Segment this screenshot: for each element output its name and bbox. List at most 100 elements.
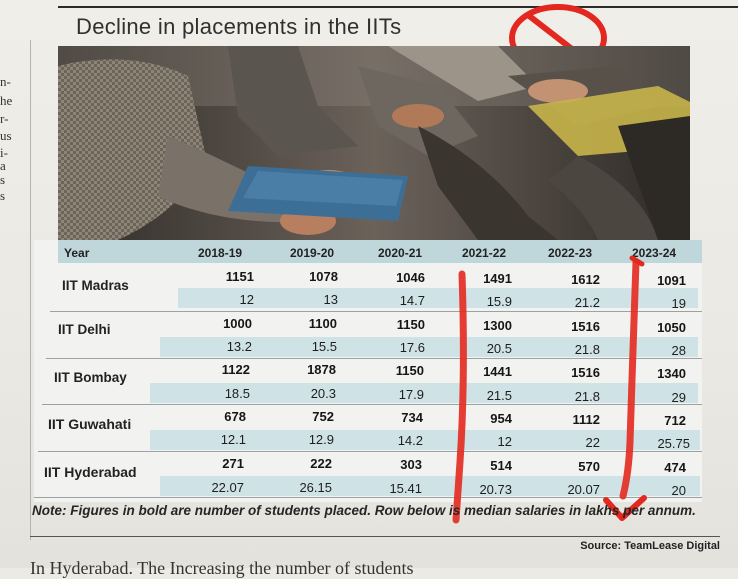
side-fragment: r- bbox=[0, 111, 9, 126]
cell-placed: 1150 bbox=[396, 317, 425, 332]
cell-placed: 474 bbox=[664, 460, 686, 475]
cell-placed: 1300 bbox=[483, 318, 512, 333]
cell-placed: 1091 bbox=[657, 273, 686, 288]
red-arrow-annotation bbox=[452, 255, 647, 524]
cell-median: 17.6 bbox=[399, 340, 425, 355]
cell-placed: 954 bbox=[490, 411, 512, 426]
cell-median: 20.07 bbox=[567, 482, 600, 497]
cell-median: 19 bbox=[671, 296, 686, 311]
cell-placed: 1516 bbox=[571, 319, 600, 334]
cell-median: 14.2 bbox=[397, 433, 423, 448]
cell-placed: 271 bbox=[222, 456, 244, 471]
cell-median: 13.2 bbox=[226, 339, 252, 354]
article-title: Decline in placements in the IITs bbox=[76, 14, 402, 39]
column-header: 2019-20 bbox=[290, 246, 335, 260]
meeting-photo bbox=[58, 46, 690, 240]
cell-median: 20.3 bbox=[310, 386, 336, 401]
cell-placed: 570 bbox=[578, 459, 600, 474]
row-divider bbox=[46, 358, 702, 359]
side-fragment: i- bbox=[0, 145, 8, 160]
cell-placed: 1878 bbox=[307, 362, 336, 377]
row-divider bbox=[42, 404, 702, 405]
cell-placed: 1000 bbox=[223, 316, 252, 331]
top-rule bbox=[58, 6, 738, 8]
column-header: 2023-24 bbox=[632, 246, 677, 260]
cell-median: 15.5 bbox=[311, 339, 337, 354]
cell-placed: 1046 bbox=[396, 270, 425, 285]
cell-median: 21.5 bbox=[486, 388, 512, 403]
cell-median: 21.8 bbox=[574, 342, 600, 357]
bottom-body-text: In Hyderabad. The Increasing the number … bbox=[30, 558, 414, 578]
side-fragment: he bbox=[0, 93, 13, 108]
side-fragment: us bbox=[0, 128, 12, 143]
cell-median: 14.7 bbox=[399, 293, 425, 308]
cell-median: 15.9 bbox=[486, 294, 512, 309]
table-header-row bbox=[58, 240, 702, 263]
cell-placed: 1516 bbox=[571, 365, 600, 380]
side-fragment: s bbox=[0, 172, 6, 187]
cell-median: 12 bbox=[497, 434, 512, 449]
column-header: 2020-21 bbox=[378, 246, 423, 260]
median-band bbox=[178, 288, 698, 308]
cell-placed: 752 bbox=[312, 409, 334, 424]
column-header: Year bbox=[64, 246, 90, 260]
cell-median: 26.15 bbox=[299, 480, 332, 495]
cell-median: 25.75 bbox=[657, 436, 690, 451]
cell-placed: 1050 bbox=[657, 320, 686, 335]
cell-placed: 303 bbox=[400, 457, 422, 472]
cell-median: 29 bbox=[671, 390, 686, 405]
cell-placed: 712 bbox=[664, 413, 686, 428]
column-header: 2018-19 bbox=[198, 246, 243, 260]
cell-median: 21.8 bbox=[574, 389, 600, 404]
cell-placed: 1122 bbox=[221, 362, 250, 377]
source-credit: Source: TeamLease Digital bbox=[580, 540, 720, 552]
cell-placed: 222 bbox=[310, 456, 332, 471]
cell-placed: 1151 bbox=[225, 269, 254, 284]
row-label-iit-delhi: IIT Delhi bbox=[58, 322, 111, 337]
row-divider bbox=[34, 497, 702, 498]
cell-placed: 1150 bbox=[395, 363, 424, 378]
row-label-iit-hyderabad: IIT Hyderabad bbox=[44, 464, 137, 480]
row-divider bbox=[50, 311, 702, 312]
median-band bbox=[150, 430, 700, 450]
median-band bbox=[150, 383, 698, 403]
row-label-iit-madras: IIT Madras bbox=[62, 278, 129, 293]
cell-median: 20.73 bbox=[479, 482, 512, 497]
cell-median: 17.9 bbox=[398, 387, 424, 402]
cell-placed: 1340 bbox=[657, 366, 686, 381]
column-header: 2022-23 bbox=[548, 246, 593, 260]
row-divider bbox=[38, 451, 702, 452]
cell-median: 12 bbox=[239, 292, 254, 307]
cell-median: 20 bbox=[671, 483, 686, 498]
cell-median: 13 bbox=[323, 292, 338, 307]
cell-median: 20.5 bbox=[486, 341, 512, 356]
cell-placed: 1100 bbox=[308, 316, 337, 331]
cell-median: 22 bbox=[585, 435, 600, 450]
note-divider bbox=[30, 536, 720, 537]
cell-median: 28 bbox=[671, 343, 686, 358]
cell-placed: 1078 bbox=[309, 269, 338, 284]
row-label-iit-bombay: IIT Bombay bbox=[54, 370, 127, 385]
placements-table bbox=[34, 240, 702, 502]
median-band bbox=[160, 337, 698, 357]
cell-median: 15.41 bbox=[389, 481, 422, 496]
cell-placed: 1441 bbox=[483, 364, 512, 379]
cell-placed: 1112 bbox=[572, 412, 601, 427]
row-label-iit-guwahati: IIT Guwahati bbox=[48, 416, 132, 432]
cell-median: 18.5 bbox=[224, 386, 250, 401]
cell-placed: 734 bbox=[401, 410, 423, 425]
side-fragment: a bbox=[0, 158, 6, 173]
cell-median: 12.9 bbox=[308, 432, 334, 447]
cell-median: 22.07 bbox=[211, 480, 244, 495]
column-header: 2021-22 bbox=[462, 246, 507, 260]
column-rule bbox=[30, 40, 31, 540]
cell-placed: 678 bbox=[224, 409, 246, 424]
cell-placed: 1612 bbox=[571, 272, 600, 287]
median-band bbox=[160, 476, 700, 496]
cell-placed: 1491 bbox=[483, 271, 512, 286]
side-fragment: s bbox=[0, 188, 6, 203]
side-fragment: n- bbox=[0, 74, 11, 89]
table-note: Note: Figures in bold are number of stud… bbox=[32, 503, 696, 518]
cell-median: 12.1 bbox=[220, 432, 246, 447]
cell-median: 21.2 bbox=[574, 295, 600, 310]
